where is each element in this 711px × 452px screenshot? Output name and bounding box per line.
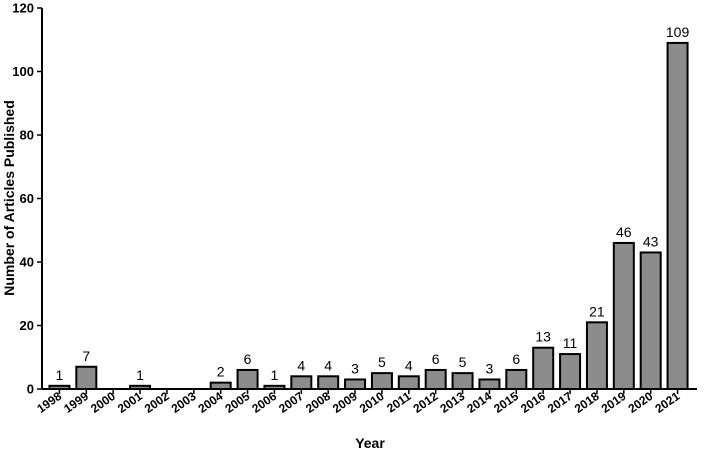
data-label-2021: 109 — [666, 24, 690, 40]
x-axis-title: Year — [355, 435, 385, 451]
data-label-1998: 1 — [56, 367, 64, 383]
bar-2021 — [666, 41, 689, 391]
data-label-2013: 5 — [459, 354, 467, 370]
y-tick-label: 80 — [20, 128, 34, 143]
bar-2012 — [424, 368, 447, 391]
data-label-2019: 46 — [616, 224, 632, 240]
data-label-2007: 4 — [297, 357, 305, 373]
data-label-2001: 1 — [136, 367, 144, 383]
y-axis: 0 20 40 60 80 100 120 — [12, 1, 43, 397]
y-tick-label: 40 — [20, 255, 34, 270]
data-label-2014: 3 — [486, 360, 494, 376]
data-label-2016: 13 — [535, 329, 551, 345]
bar-2011 — [397, 375, 420, 390]
y-tick-label: 120 — [12, 1, 34, 16]
y-tick-label: 0 — [27, 382, 34, 397]
data-label-1999: 7 — [82, 348, 90, 364]
bar-2020 — [639, 251, 662, 390]
bar-2013 — [451, 372, 474, 390]
data-label-2009: 3 — [351, 360, 359, 376]
data-label-2004: 2 — [217, 364, 225, 380]
data-label-2005: 6 — [244, 351, 252, 367]
bar-2019 — [612, 241, 635, 390]
bar-2009 — [344, 378, 367, 391]
bar-2005 — [236, 368, 259, 391]
bars-group — [48, 41, 689, 391]
x-axis: 1998199920002001200220032004200520062007… — [34, 388, 697, 416]
y-tick-label: 20 — [20, 318, 34, 333]
bar-1999 — [75, 365, 98, 390]
bar-2016 — [532, 346, 555, 391]
data-label-2006: 1 — [271, 367, 279, 383]
y-axis-title: Number of Articles Published — [1, 100, 17, 296]
bar-2015 — [505, 368, 528, 391]
data-label-2015: 6 — [512, 351, 520, 367]
bar-2007 — [290, 375, 313, 390]
data-label-2011: 4 — [405, 357, 413, 373]
data-label-2018: 21 — [589, 303, 605, 319]
y-tick-label: 100 — [12, 64, 34, 79]
bar-2017 — [559, 353, 582, 391]
data-label-2017: 11 — [563, 335, 578, 351]
data-label-2012: 6 — [432, 351, 440, 367]
data-label-2008: 4 — [324, 357, 332, 373]
y-tick-label: 60 — [20, 191, 34, 206]
bar-2010 — [370, 372, 393, 390]
bar-2018 — [585, 321, 608, 391]
data-label-2020: 43 — [643, 233, 659, 249]
bar-2014 — [478, 378, 501, 391]
data-label-2010: 5 — [378, 354, 386, 370]
bar-2008 — [317, 375, 340, 390]
